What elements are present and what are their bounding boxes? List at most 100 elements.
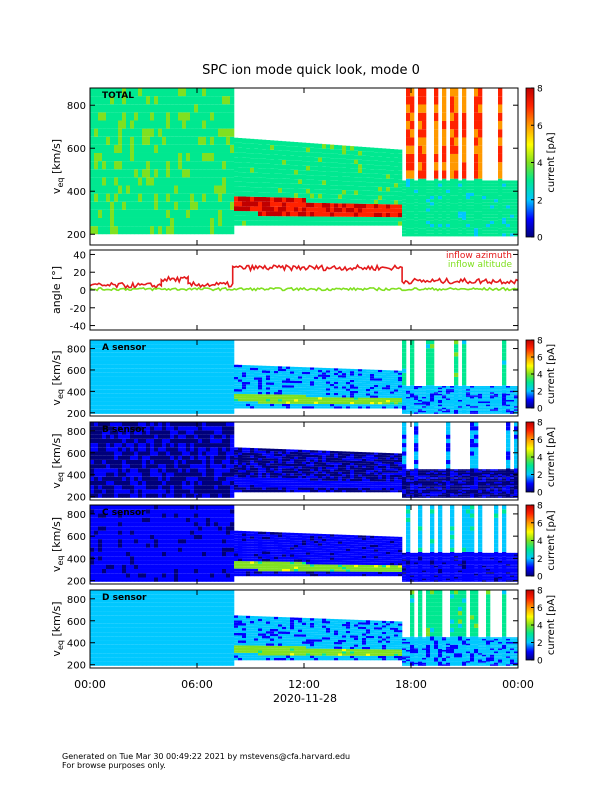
heatmap-cell [190, 365, 194, 369]
heatmap-cell [186, 218, 190, 226]
heatmap-cell [490, 196, 494, 199]
heatmap-cell [126, 468, 130, 472]
heatmap-cell [234, 147, 238, 152]
heatmap-cell [414, 400, 418, 402]
heatmap-cell [146, 485, 150, 489]
heatmap-cell [402, 369, 406, 373]
heatmap-cell [266, 478, 270, 480]
heatmap-cell [210, 381, 214, 385]
heatmap-cell [466, 224, 470, 227]
heatmap-cell [254, 389, 258, 391]
heatmap-cell [314, 148, 318, 153]
heatmap-cell [162, 494, 166, 498]
heatmap-cell [330, 221, 334, 226]
heatmap-cell [366, 169, 370, 173]
heatmap-cell [190, 344, 194, 348]
heatmap-cell [334, 404, 338, 406]
heatmap-cell [250, 478, 254, 480]
heatmap-cell [186, 456, 190, 460]
heatmap-cell [254, 399, 258, 401]
heatmap-cell [94, 451, 98, 455]
heatmap-cell [94, 435, 98, 439]
heatmap-cell [206, 485, 210, 489]
heatmap-cell [94, 352, 98, 356]
heatmap-cell [374, 378, 378, 380]
heatmap-cell [206, 406, 210, 410]
heatmap-cell [446, 397, 450, 399]
heatmap-cell [382, 174, 386, 178]
heatmap-cell [350, 151, 354, 155]
heatmap-cell [98, 161, 102, 169]
heatmap-cell [386, 385, 390, 387]
heatmap-cell [430, 340, 434, 344]
heatmap-cell [122, 194, 126, 202]
heatmap-cell [138, 88, 142, 96]
heatmap-cell [338, 393, 342, 395]
heatmap-cell [130, 443, 134, 447]
heatmap-cell [362, 402, 366, 404]
heatmap-cell [310, 485, 314, 487]
heatmap-cell [506, 394, 510, 396]
heatmap-cell [326, 384, 330, 386]
heatmap-cell [494, 389, 498, 391]
heatmap-cell [474, 170, 478, 178]
heatmap-cell [406, 228, 410, 236]
heatmap-cell [258, 221, 262, 226]
heatmap-cell [214, 435, 218, 439]
heatmap-cell [498, 409, 502, 411]
heatmap-cell [158, 426, 162, 430]
heatmap-cell [398, 217, 402, 221]
heatmap-cell [306, 148, 310, 153]
heatmap-cell [462, 228, 466, 236]
heatmap-cell [362, 217, 366, 221]
heatmap-cell [282, 371, 286, 373]
heatmap-cell [94, 422, 98, 426]
heatmap-cell [366, 383, 370, 385]
heatmap-cell [234, 211, 238, 216]
heatmap-cell [238, 394, 242, 396]
heatmap-cell [202, 177, 206, 185]
heatmap-cell [162, 460, 166, 464]
heatmap-cell [322, 189, 326, 194]
heatmap-cell [330, 167, 334, 172]
heatmap-cell [202, 435, 206, 439]
heatmap-cell [202, 439, 206, 443]
heatmap-cell [438, 388, 442, 390]
heatmap-cell [98, 402, 102, 406]
heatmap-cell [174, 88, 178, 96]
heatmap-cell [130, 393, 134, 397]
heatmap-cell [354, 208, 358, 212]
heatmap-cell [158, 389, 162, 393]
heatmap-cell [242, 201, 246, 206]
heatmap-cell [222, 406, 226, 410]
heatmap-cell [186, 385, 190, 389]
heatmap-cell [394, 404, 398, 406]
heatmap-cell [386, 153, 390, 157]
heatmap-cell [358, 404, 362, 406]
heatmap-cell [310, 457, 314, 459]
heatmap-cell [450, 389, 454, 391]
heatmap-cell [326, 368, 330, 370]
heatmap-cell [94, 356, 98, 360]
heatmap-cell [278, 221, 282, 226]
heatmap-cell [214, 218, 218, 226]
heatmap-cell [122, 468, 126, 472]
heatmap-cell [422, 154, 426, 162]
heatmap-cell [454, 137, 458, 145]
heatmap-cell [266, 451, 270, 453]
heatmap-cell [290, 457, 294, 459]
heatmap-cell [118, 226, 122, 234]
heatmap-cell [494, 208, 498, 211]
heatmap-cell [94, 460, 98, 464]
heatmap-cell [350, 373, 354, 375]
heatmap-cell [358, 182, 362, 186]
heatmap-cell [262, 401, 266, 403]
heatmap-cell [390, 383, 394, 385]
heatmap-cell [394, 402, 398, 404]
heatmap-cell [182, 340, 186, 344]
heatmap-cell [462, 154, 466, 162]
heatmap-cell [426, 340, 430, 344]
heatmap-cell [266, 385, 270, 387]
heatmap-cell [230, 473, 234, 477]
heatmap-cell [426, 406, 430, 410]
